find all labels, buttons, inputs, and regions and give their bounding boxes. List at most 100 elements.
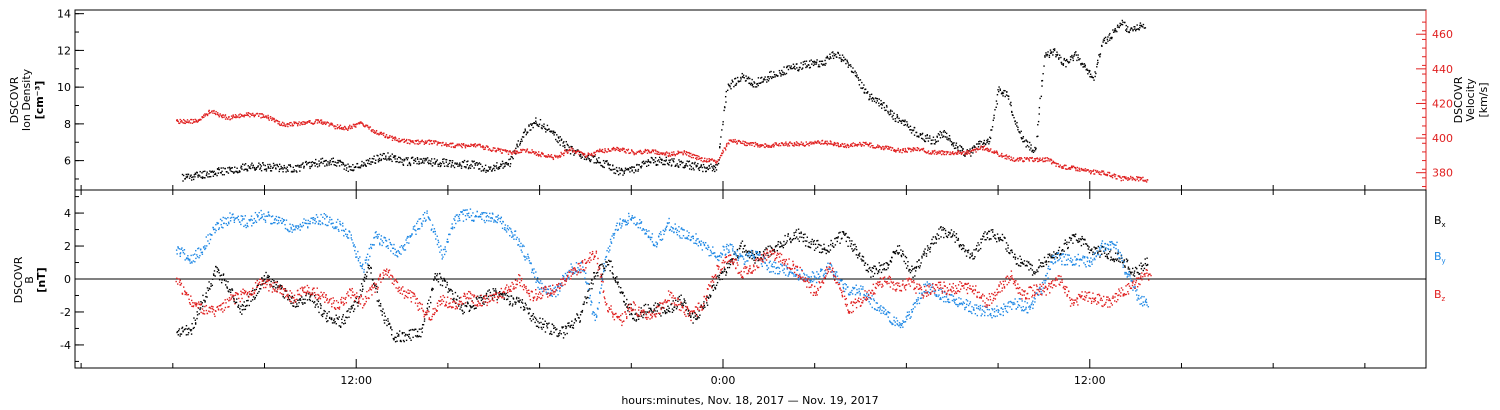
data-point bbox=[974, 148, 976, 151]
data-point bbox=[683, 298, 685, 300]
data-point bbox=[1028, 261, 1030, 263]
data-point bbox=[253, 115, 255, 118]
data-point bbox=[802, 144, 805, 146]
data-point bbox=[979, 147, 982, 149]
data-point bbox=[872, 144, 874, 147]
data-point bbox=[378, 305, 380, 307]
data-point bbox=[878, 271, 880, 273]
data-point bbox=[296, 122, 298, 125]
data-point bbox=[247, 165, 249, 167]
data-point bbox=[623, 148, 625, 151]
data-point bbox=[224, 217, 226, 219]
data-point bbox=[1055, 54, 1057, 56]
data-point bbox=[525, 133, 527, 136]
data-point bbox=[805, 141, 807, 143]
data-point bbox=[630, 303, 632, 306]
data-point bbox=[1100, 174, 1102, 176]
data-point bbox=[704, 160, 706, 163]
data-point bbox=[979, 140, 981, 142]
data-point bbox=[1082, 243, 1085, 245]
data-point bbox=[222, 274, 225, 276]
data-point bbox=[206, 113, 209, 116]
data-point bbox=[1072, 165, 1075, 168]
data-point bbox=[299, 297, 301, 300]
data-point bbox=[320, 304, 322, 307]
data-point bbox=[939, 130, 941, 133]
data-point bbox=[261, 162, 264, 164]
data-point bbox=[793, 234, 795, 237]
data-point bbox=[771, 247, 773, 250]
data-point bbox=[251, 219, 253, 221]
data-point bbox=[589, 288, 591, 290]
data-point bbox=[456, 299, 458, 301]
data-point bbox=[672, 300, 674, 302]
data-point bbox=[793, 232, 795, 234]
data-point bbox=[1066, 168, 1068, 170]
data-point bbox=[870, 269, 872, 272]
data-point bbox=[295, 170, 297, 172]
data-point bbox=[656, 164, 659, 166]
data-point bbox=[773, 249, 775, 252]
data-point bbox=[417, 143, 420, 145]
data-point bbox=[1061, 63, 1063, 65]
data-point bbox=[314, 219, 316, 222]
data-point bbox=[1001, 152, 1003, 155]
data-point bbox=[298, 121, 300, 123]
data-point bbox=[897, 147, 899, 150]
data-point bbox=[1063, 57, 1066, 60]
data-point bbox=[695, 313, 698, 316]
data-point bbox=[845, 145, 847, 147]
data-point bbox=[563, 152, 565, 154]
data-point bbox=[999, 236, 1001, 239]
data-point bbox=[997, 90, 1000, 93]
data-point bbox=[596, 271, 599, 274]
data-point bbox=[940, 132, 943, 134]
data-point bbox=[290, 121, 292, 124]
data-point bbox=[532, 318, 534, 320]
data-point bbox=[766, 78, 768, 81]
data-point bbox=[817, 140, 819, 142]
data-point bbox=[196, 254, 198, 256]
data-point bbox=[1058, 54, 1061, 56]
data-point bbox=[203, 247, 205, 249]
data-point bbox=[396, 158, 399, 160]
data-point bbox=[270, 280, 272, 283]
data-point bbox=[906, 123, 909, 125]
data-point bbox=[229, 217, 232, 219]
data-point bbox=[266, 215, 269, 217]
data-point bbox=[874, 97, 877, 99]
data-point bbox=[503, 292, 506, 295]
data-point bbox=[428, 306, 431, 308]
data-point bbox=[972, 146, 974, 149]
data-point bbox=[930, 153, 933, 155]
data-point bbox=[391, 135, 393, 138]
data-point bbox=[382, 132, 384, 135]
data-point bbox=[841, 237, 843, 240]
data-point bbox=[306, 122, 308, 124]
data-point bbox=[1035, 157, 1038, 160]
data-point bbox=[450, 289, 452, 291]
data-point bbox=[686, 151, 688, 153]
data-point bbox=[939, 152, 941, 155]
data-point bbox=[832, 143, 834, 145]
data-point bbox=[356, 301, 358, 304]
data-point bbox=[602, 151, 604, 154]
data-point bbox=[364, 125, 367, 127]
data-point bbox=[320, 161, 323, 163]
data-point bbox=[218, 272, 220, 274]
data-point bbox=[664, 310, 666, 312]
data-point bbox=[1072, 59, 1075, 62]
data-point bbox=[902, 148, 904, 150]
data-point bbox=[201, 116, 204, 118]
data-point bbox=[908, 148, 910, 151]
data-point bbox=[278, 121, 281, 123]
data-point bbox=[798, 143, 800, 145]
data-point bbox=[700, 304, 702, 306]
data-point bbox=[558, 154, 561, 157]
data-point bbox=[1033, 150, 1036, 152]
data-point bbox=[320, 158, 322, 160]
data-point bbox=[267, 167, 270, 169]
data-point bbox=[964, 153, 967, 155]
data-point bbox=[841, 231, 844, 233]
